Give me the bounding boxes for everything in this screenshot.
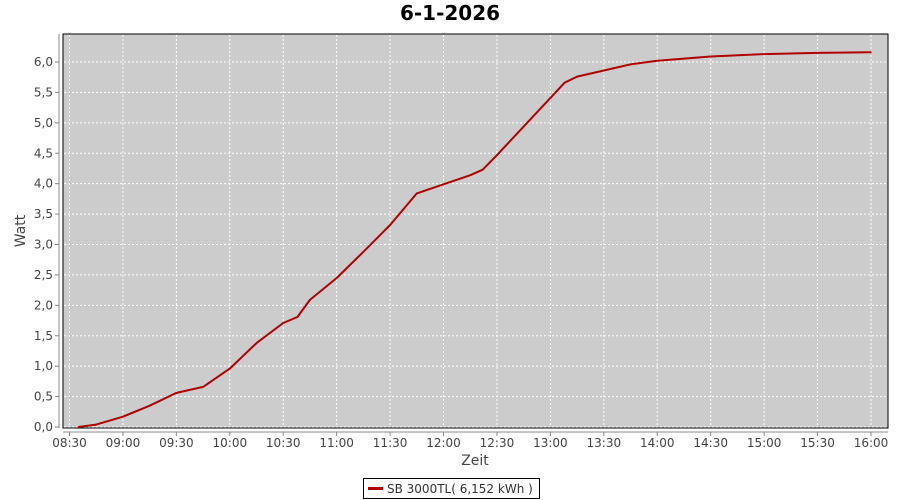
x-tick-label: 12:30 — [480, 436, 515, 450]
data-point — [709, 55, 712, 58]
data-point — [296, 316, 299, 318]
data-point — [362, 251, 365, 253]
x-tick-label: 15:30 — [800, 436, 835, 450]
y-tick-label: 5,0 — [34, 116, 53, 130]
data-point — [309, 299, 311, 301]
legend: SB 3000TL( 6,152 kWh ) — [363, 478, 540, 499]
y-tick-label: 2,0 — [34, 298, 53, 312]
data-point — [481, 168, 484, 171]
data-point — [656, 59, 659, 62]
data-point — [469, 174, 472, 176]
chart-title: 6-1-2026 — [399, 1, 501, 25]
plot-area — [62, 33, 889, 429]
y-tick-label: 1,0 — [34, 359, 53, 373]
x-tick-label: 13:00 — [533, 436, 568, 450]
data-point — [202, 386, 204, 388]
data-point — [229, 367, 231, 370]
x-tick-label: 10:30 — [266, 436, 301, 450]
data-point — [77, 426, 80, 428]
y-tick-label: 0,5 — [34, 390, 53, 404]
data-point — [389, 224, 391, 226]
x-axis-label: Zeit — [461, 453, 489, 469]
x-tick-label: 11:30 — [373, 436, 408, 450]
x-tick-label: 09:00 — [106, 436, 141, 450]
x-tick-label: 14:30 — [693, 436, 728, 450]
data-point — [549, 97, 552, 99]
data-point — [282, 322, 285, 324]
x-tick-label: 14:00 — [640, 436, 675, 450]
y-axis-label: Watt — [13, 214, 29, 247]
y-tick-label: 6,0 — [34, 55, 53, 69]
data-point — [148, 404, 151, 407]
x-tick-label: 16:00 — [854, 436, 889, 450]
data-point — [563, 81, 566, 84]
x-tick-label: 11:00 — [319, 436, 354, 450]
data-point — [442, 183, 445, 186]
data-point — [175, 392, 178, 394]
x-tick-label: 15:00 — [747, 436, 782, 450]
y-tick-label: 1,5 — [34, 329, 53, 343]
legend-swatch — [368, 487, 383, 490]
x-tick-label: 09:30 — [159, 436, 194, 450]
data-point — [629, 63, 632, 66]
legend-label: SB 3000TL( 6,152 kWh ) — [387, 481, 533, 496]
data-point — [870, 51, 872, 54]
y-tick-label: 4,0 — [34, 177, 53, 191]
data-point — [816, 52, 819, 54]
y-tick-label: 3,0 — [34, 238, 53, 252]
data-point — [496, 154, 498, 156]
data-point — [576, 75, 578, 78]
data-point — [335, 277, 338, 279]
x-tick-label: 12:00 — [426, 436, 461, 450]
x-tick-label: 08:30 — [52, 436, 87, 450]
x-tick-label: 13:30 — [587, 436, 622, 450]
data-point — [255, 342, 258, 344]
data-point — [603, 69, 605, 72]
x-tick-label: 10:00 — [213, 436, 248, 450]
y-tick-label: 2,5 — [34, 268, 53, 282]
data-point — [95, 423, 98, 426]
data-point — [122, 415, 124, 418]
data-point — [763, 53, 765, 55]
y-tick-label: 5,5 — [34, 85, 53, 99]
data-point — [416, 192, 418, 195]
y-tick-label: 3,5 — [34, 207, 53, 221]
y-tick-label: 4,5 — [34, 146, 53, 160]
y-tick-label: 0,0 — [34, 420, 53, 434]
